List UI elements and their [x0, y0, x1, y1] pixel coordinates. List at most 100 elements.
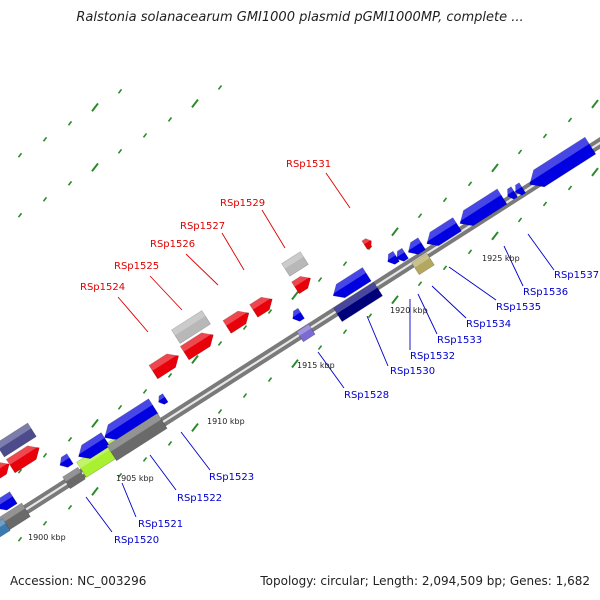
gene-label-rsp1528[interactable]: RSp1528 [344, 390, 389, 401]
tick-mark [391, 295, 399, 305]
gene-feature-highlight [106, 413, 162, 452]
gene-label-rsp1529[interactable]: RSp1529 [220, 198, 265, 209]
label-connector [121, 482, 137, 518]
gene-feature[interactable] [361, 237, 374, 250]
gene-label-rsp1536[interactable]: RSp1536 [523, 287, 568, 298]
gene-feature[interactable] [148, 349, 183, 380]
tick-mark [67, 180, 73, 186]
tick-mark [491, 231, 499, 241]
gene-feature[interactable] [0, 518, 11, 542]
gene-feature-highlight [0, 518, 6, 535]
tick-mark [117, 88, 123, 94]
tick-mark [167, 116, 173, 122]
tick-mark [91, 102, 99, 112]
tick-mark [317, 345, 323, 351]
tick-mark [391, 227, 399, 237]
tick-mark [317, 277, 323, 283]
gene-feature-highlight [281, 251, 304, 269]
gene-feature-highlight [180, 332, 213, 352]
gene-feature[interactable] [74, 432, 111, 464]
gene-feature[interactable] [249, 293, 277, 318]
tick-mark [42, 136, 48, 142]
tick-mark [42, 196, 48, 202]
gene-feature[interactable] [100, 398, 159, 445]
gene-label-rsp1527[interactable]: RSp1527 [180, 221, 225, 232]
label-connector [117, 296, 149, 333]
tick-mark [42, 452, 48, 458]
gene-label-rsp1532[interactable]: RSp1532 [410, 351, 455, 362]
tick-marks [17, 85, 599, 542]
gene-label-rsp1533[interactable]: RSp1533 [437, 335, 482, 346]
tick-mark [91, 418, 99, 428]
tick-mark [467, 249, 473, 255]
gene-label-rsp1526[interactable]: RSp1526 [150, 239, 195, 250]
gene-label-rsp1537[interactable]: RSp1537 [554, 270, 599, 281]
gene-feature[interactable] [0, 491, 18, 515]
gene-feature[interactable] [504, 186, 519, 201]
gene-feature-highlight [292, 308, 301, 318]
gene-feature-highlight [332, 267, 366, 295]
gene-feature[interactable] [290, 307, 305, 323]
gene-feature[interactable] [291, 272, 315, 295]
gene-label-rsp1522[interactable]: RSp1522 [177, 493, 222, 504]
tick-mark [442, 197, 448, 203]
tick-mark [591, 167, 599, 177]
gene-feature[interactable] [411, 252, 435, 276]
gene-feature-highlight [77, 432, 105, 456]
tick-mark [291, 359, 299, 369]
tick-mark [591, 99, 599, 109]
tick-mark [517, 217, 523, 223]
gene-label-rsp1525[interactable]: RSp1525 [114, 261, 159, 272]
tick-mark [142, 456, 148, 462]
tick-mark [267, 377, 273, 382]
gene-feature[interactable] [57, 453, 74, 471]
gene-label-rsp1530[interactable]: RSp1530 [390, 366, 435, 377]
gene-feature[interactable] [296, 323, 316, 343]
tick-mark [67, 504, 73, 510]
tick-mark [142, 388, 148, 394]
gene-feature[interactable] [394, 247, 409, 263]
label-connectors [85, 172, 555, 533]
scale-label-1900: 1900 kbp [28, 533, 66, 542]
gene-feature[interactable] [524, 136, 597, 193]
label-connector [85, 496, 113, 533]
gene-feature[interactable] [423, 217, 462, 251]
gene-feature[interactable] [171, 310, 211, 344]
tick-mark [67, 120, 73, 126]
gene-feature[interactable] [385, 250, 400, 266]
gene-feature-highlight [0, 462, 9, 475]
gene-feature[interactable] [179, 328, 217, 361]
gene-label-rsp1520[interactable]: RSp1520 [114, 535, 159, 546]
gene-feature[interactable] [5, 441, 43, 474]
gene-feature[interactable] [222, 307, 253, 334]
tick-mark [17, 536, 23, 542]
gene-feature[interactable] [0, 502, 31, 538]
gene-feature[interactable] [106, 412, 168, 462]
label-connector [317, 351, 345, 389]
gene-label-rsp1535[interactable]: RSp1535 [496, 302, 541, 313]
tick-mark [67, 436, 73, 442]
gene-feature[interactable] [156, 393, 169, 407]
gene-label-rsp1521[interactable]: RSp1521 [138, 519, 183, 530]
gene-feature[interactable] [0, 422, 37, 458]
gene-label-rsp1523[interactable]: RSp1523 [209, 472, 254, 483]
gene-feature[interactable] [512, 182, 527, 197]
gene-feature[interactable] [333, 281, 383, 323]
tick-mark [117, 148, 123, 154]
gene-feature[interactable] [329, 267, 372, 302]
gene-feature[interactable] [62, 466, 86, 490]
gene-feature[interactable] [455, 188, 508, 231]
gene-feature[interactable] [404, 237, 426, 258]
tick-mark [142, 132, 148, 138]
tick-mark [342, 261, 348, 267]
gene-feature[interactable] [281, 251, 309, 277]
tick-mark [367, 313, 373, 319]
gene-feature[interactable] [0, 458, 13, 483]
label-connector [221, 232, 245, 271]
gene-label-rsp1524[interactable]: RSp1524 [80, 282, 125, 293]
gene-feature-highlight [6, 445, 39, 465]
topology-text: Topology: circular; Length: 2,094,509 bp… [260, 574, 590, 588]
gene-label-rsp1531[interactable]: RSp1531 [286, 159, 331, 170]
gene-label-rsp1534[interactable]: RSp1534 [466, 319, 511, 330]
